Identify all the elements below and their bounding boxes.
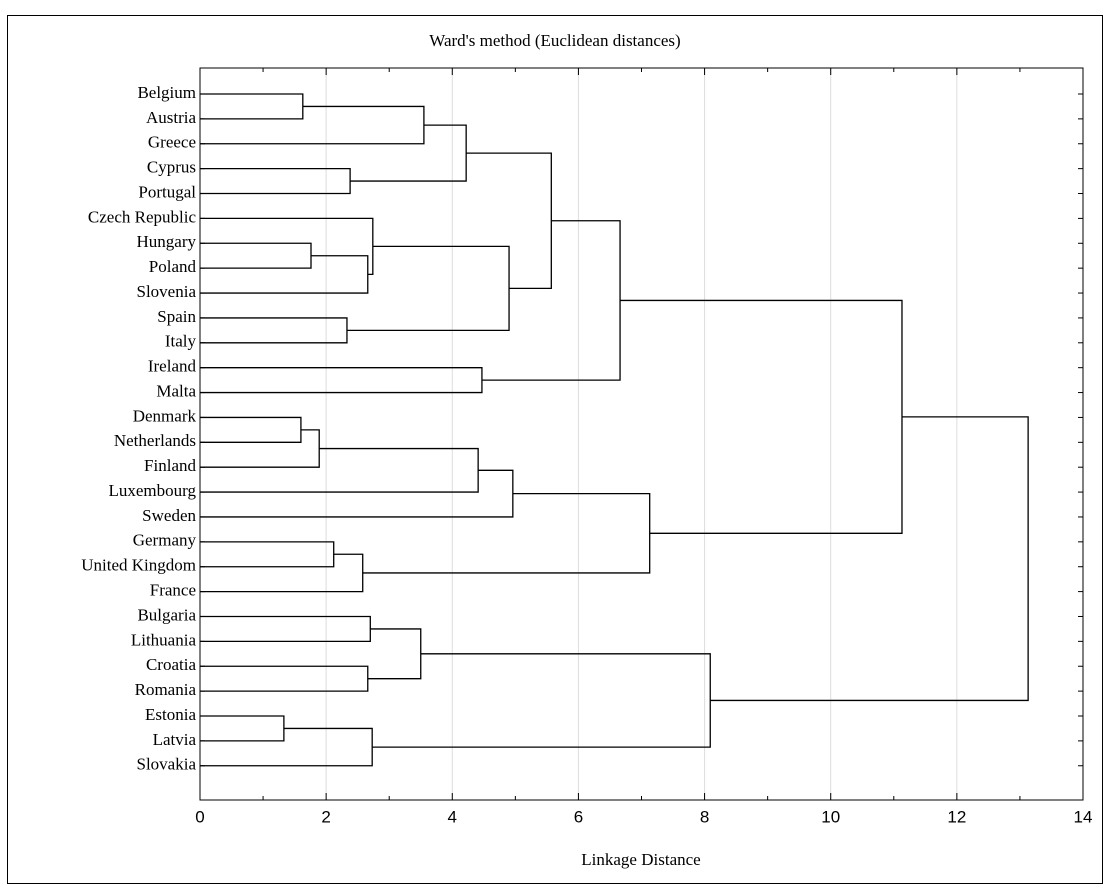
leaf-label: Lithuania	[131, 630, 197, 649]
dendrogram-link	[200, 665, 369, 692]
leaf-label: Poland	[149, 257, 197, 276]
leaf-label: Cyprus	[147, 158, 196, 177]
dendrogram-link	[200, 255, 369, 294]
leaf-label: Spain	[157, 307, 196, 326]
x-tick-label: 2	[321, 807, 330, 826]
leaf-label: Portugal	[138, 182, 196, 201]
leaf-label: Belgium	[137, 83, 196, 102]
dendrogram-link	[200, 217, 374, 276]
leaf-label: Romania	[135, 680, 197, 699]
dendrogram-link	[346, 245, 510, 332]
leaf-label: Croatia	[146, 655, 196, 674]
leaf-label: Estonia	[145, 705, 196, 724]
x-tick-label: 6	[574, 807, 583, 826]
leaf-label: Slovakia	[137, 755, 197, 774]
outer-frame	[7, 15, 1103, 884]
x-tick-label: 12	[947, 807, 966, 826]
dendrogram-link	[200, 715, 285, 742]
dendrogram-link	[710, 416, 1029, 702]
leaf-label: Hungary	[137, 232, 197, 251]
dendrogram-link	[200, 367, 483, 394]
leaf-label: Sweden	[142, 506, 196, 525]
x-tick-label: 10	[821, 807, 840, 826]
x-tick-label: 14	[1074, 807, 1093, 826]
dendrogram-link	[200, 242, 312, 269]
dendrogram-link	[200, 93, 304, 120]
dendrogram-link	[620, 299, 903, 534]
dendrogram-link	[362, 492, 651, 574]
dendrogram-link	[200, 317, 348, 344]
chart-title: Ward's method (Euclidean distances)	[429, 31, 680, 50]
x-tick-label: 4	[448, 807, 457, 826]
dendrogram-link	[200, 416, 302, 443]
leaf-label: Denmark	[133, 406, 197, 425]
leaf-label: Malta	[156, 381, 196, 400]
leaf-label: Italy	[165, 332, 197, 351]
leaf-label: Greece	[148, 133, 196, 152]
leaf-label: Latvia	[153, 730, 197, 749]
dendrogram-link	[200, 167, 351, 195]
dendrogram-link	[350, 124, 467, 182]
dendrogram-link	[200, 727, 373, 767]
dendrogram-link	[200, 615, 371, 643]
leaf-label: Slovenia	[137, 282, 197, 301]
leaf-label: France	[150, 581, 196, 600]
plot-frame	[199, 67, 1084, 801]
dendrogram-link	[200, 553, 364, 593]
dendrogram-link	[200, 105, 425, 145]
leaf-label: Netherlands	[114, 431, 196, 450]
leaf-label: Ireland	[148, 357, 197, 376]
leaf-label: Germany	[133, 531, 197, 550]
dendrogram-link	[372, 653, 711, 748]
x-tick-label: 0	[195, 807, 204, 826]
leaf-label: Finland	[144, 456, 196, 475]
leaf-label: Luxembourg	[108, 481, 196, 500]
leaf-label: Czech Republic	[88, 207, 197, 226]
x-axis-label: Linkage Distance	[581, 850, 700, 869]
dendrogram-link	[200, 541, 335, 568]
dendrogram-link	[367, 628, 422, 680]
dendrogram-link	[200, 447, 479, 493]
leaf-label: Austria	[146, 108, 197, 127]
leaf-label: Bulgaria	[137, 605, 196, 624]
x-tick-label: 8	[700, 807, 709, 826]
leaf-label: United Kingdom	[81, 556, 196, 575]
dendrogram-link	[200, 469, 514, 518]
